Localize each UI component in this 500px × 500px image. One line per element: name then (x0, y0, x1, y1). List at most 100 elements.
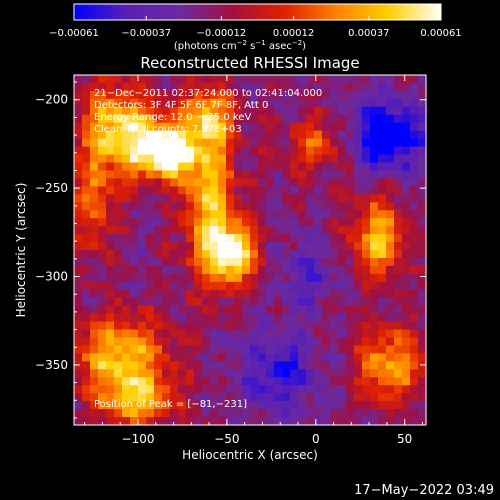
heatmap-cell (314, 210, 323, 219)
heatmap-cell (90, 154, 99, 164)
heatmap-cell (202, 106, 211, 116)
heatmap-cell (202, 82, 211, 92)
heatmap-cell (258, 210, 267, 219)
heatmap-cell (106, 257, 115, 267)
heatmap-cell (282, 273, 291, 283)
heatmap-cell (194, 417, 203, 426)
heatmap-cell (362, 210, 371, 219)
heatmap-cell (226, 82, 235, 92)
heatmap-cell (202, 114, 211, 124)
heatmap-cell (418, 218, 427, 227)
heatmap-cell (386, 321, 395, 331)
heatmap-cell (194, 393, 203, 402)
heatmap-cell (114, 353, 123, 362)
heatmap-cell (106, 106, 115, 116)
heatmap-cell (130, 194, 139, 203)
heatmap-cell (282, 329, 291, 339)
heatmap-cell (402, 114, 411, 124)
heatmap-cell (362, 218, 371, 227)
heatmap-cell (154, 226, 163, 235)
heatmap-cell (154, 202, 163, 211)
heatmap-cell (106, 146, 115, 156)
heatmap-cell (138, 194, 147, 203)
heatmap-cell (378, 130, 387, 140)
heatmap-cell (314, 257, 323, 267)
heatmap-cell (330, 289, 339, 299)
heatmap-cell (338, 393, 347, 402)
heatmap-cell (386, 170, 395, 179)
heatmap-cell (298, 377, 307, 386)
heatmap-cell (306, 162, 315, 172)
heatmap-cell (386, 202, 395, 211)
heatmap-cell (330, 273, 339, 283)
heatmap-cell (386, 329, 395, 339)
heatmap-cell (314, 90, 323, 100)
heatmap-cell (138, 122, 147, 132)
heatmap-cell (370, 146, 379, 156)
heatmap-cell (282, 337, 291, 347)
heatmap-cell (234, 114, 243, 124)
heatmap-cell (290, 250, 299, 259)
heatmap-cell (146, 114, 155, 124)
heatmap-cell (234, 130, 243, 140)
heatmap-cell (154, 265, 163, 275)
heatmap-cell (346, 234, 355, 243)
heatmap-cell (274, 242, 283, 251)
heatmap-cell (218, 369, 227, 378)
heatmap-cell (98, 146, 107, 156)
heatmap-cell (106, 170, 115, 179)
heatmap-cell (210, 75, 219, 84)
heatmap-cell (274, 393, 283, 402)
heatmap-cell (130, 178, 139, 187)
heatmap-cell (378, 234, 387, 243)
heatmap-cell (106, 90, 115, 100)
heatmap-cell (330, 385, 339, 394)
heatmap-cell (258, 106, 267, 116)
heatmap-cell (402, 385, 411, 394)
heatmap-cell (122, 345, 131, 354)
heatmap-cell (418, 353, 427, 362)
heatmap-cell (130, 138, 139, 148)
heatmap-cell (178, 178, 187, 187)
chart-title: Reconstructed RHESSI Image (140, 54, 359, 72)
heatmap-cell (250, 337, 259, 347)
heatmap-cell (290, 329, 299, 339)
heatmap-cell (314, 106, 323, 116)
heatmap-cell (282, 90, 291, 100)
heatmap-cell (234, 162, 243, 172)
heatmap-cell (378, 106, 387, 116)
heatmap-cell (282, 393, 291, 402)
heatmap-cell (394, 329, 403, 339)
heatmap-cell (378, 210, 387, 219)
x-axis-ticks: −100 −50 0 50 (84, 75, 423, 446)
heatmap-cell (330, 329, 339, 339)
heatmap-cell (82, 234, 91, 243)
heatmap-cell (178, 98, 187, 108)
heatmap-cell (322, 369, 331, 378)
heatmap-cell (362, 242, 371, 251)
heatmap-cell (378, 122, 387, 132)
heatmap-cell (98, 234, 107, 243)
heatmap-cell (338, 138, 347, 148)
heatmap-cell (170, 162, 179, 172)
heatmap-cell (114, 138, 123, 148)
heatmap-cell (266, 401, 275, 410)
heatmap-cell (242, 257, 251, 267)
heatmap-cell (258, 194, 267, 203)
heatmap-cell (250, 186, 259, 195)
heatmap-cell (338, 154, 347, 164)
heatmap-cell (82, 250, 91, 259)
heatmap-cell (170, 257, 179, 267)
heatmap-cell (234, 281, 243, 291)
heatmap-cell (322, 210, 331, 219)
heatmap-cell (162, 202, 171, 211)
heatmap-cell (386, 114, 395, 124)
heatmap-cell (226, 265, 235, 275)
heatmap-cell (90, 250, 99, 259)
heatmap-cell (378, 194, 387, 203)
heatmap-cell (186, 337, 195, 347)
heatmap-cell (90, 337, 99, 347)
colorbar-tick-label: −0.00037 (121, 28, 171, 39)
heatmap-cell (354, 226, 363, 235)
heatmap-cell (138, 313, 147, 323)
